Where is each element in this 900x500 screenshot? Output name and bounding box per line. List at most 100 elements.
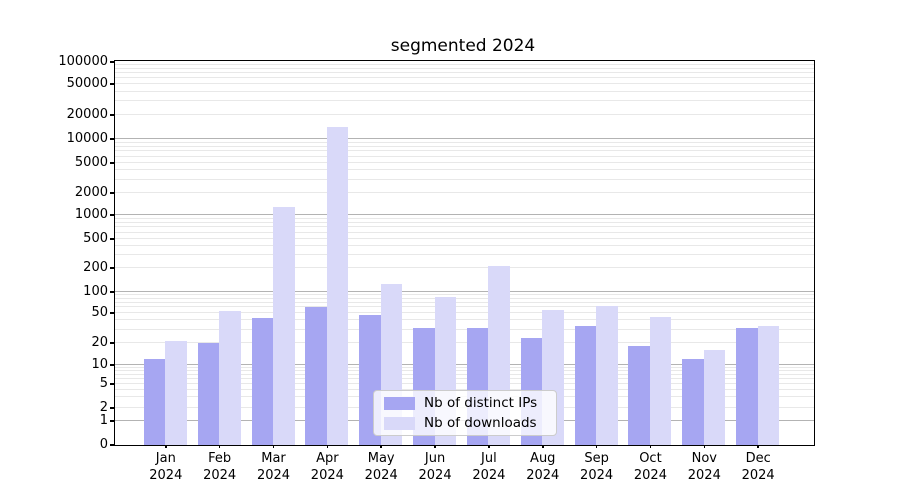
bar-distinct-ips (305, 307, 327, 445)
legend-item-distinct-ips: Nb of distinct IPs (384, 395, 556, 411)
y-tick-mark (110, 238, 114, 240)
y-tick-mark (110, 407, 114, 409)
x-tick-mark (488, 444, 490, 448)
x-tick-mark (703, 444, 706, 448)
x-tick-mark (380, 444, 382, 448)
y-tick-label: 100000 (58, 53, 108, 69)
y-tick-mark (110, 342, 114, 344)
legend-item-downloads: Nb of downloads (384, 415, 556, 431)
bar-downloads (703, 350, 726, 445)
x-tick-label: Oct 2024 (633, 451, 667, 483)
y-tick-label: 5 (99, 375, 108, 391)
x-tick-label: Jul 2024 (472, 451, 506, 483)
legend-label-downloads: Nb of downloads (424, 415, 537, 431)
gridline-minor (115, 145, 814, 147)
gridline-minor (115, 221, 814, 223)
legend: Nb of distinct IPs Nb of downloads (373, 390, 557, 436)
x-tick-mark (165, 444, 167, 448)
y-tick-label: 50 (91, 304, 108, 320)
x-tick-label: Aug 2024 (526, 451, 560, 483)
gridline-minor (115, 162, 814, 163)
gridline-major (115, 214, 814, 215)
y-tick-mark (110, 312, 114, 314)
y-tick-label: 1 (99, 412, 108, 428)
gridline-minor (115, 342, 814, 343)
gridline-minor (115, 141, 814, 143)
gridline-minor (115, 328, 814, 330)
bar-downloads (326, 127, 349, 445)
legend-swatch-downloads (384, 416, 415, 430)
legend-swatch-distinct-ips (384, 396, 415, 410)
x-tick-label: May 2024 (364, 451, 398, 483)
gridline-minor (115, 178, 814, 180)
y-tick-label: 2 (99, 399, 108, 415)
chart-title: segmented 2024 (390, 36, 536, 56)
y-tick-mark (110, 267, 114, 269)
x-tick-mark (757, 444, 759, 448)
gridline-minor (115, 383, 814, 384)
x-tick-label: Sep 2024 (580, 451, 614, 483)
bar-distinct-ips (736, 327, 758, 445)
gridline-minor (115, 388, 814, 390)
y-tick-label: 1000 (74, 206, 108, 222)
y-tick-label: 200 (83, 259, 108, 275)
gridline-minor (115, 297, 814, 299)
x-tick-label: Dec 2024 (741, 451, 775, 483)
x-tick-mark (542, 444, 544, 448)
gridline-minor (115, 217, 814, 219)
bar-distinct-ips (197, 343, 220, 445)
gridline-minor (115, 114, 814, 115)
y-tick-mark (110, 214, 114, 216)
y-tick-mark (110, 383, 114, 385)
y-tick-mark (110, 192, 114, 194)
gridline-minor (115, 373, 814, 375)
gridline-minor (115, 306, 814, 308)
gridline-minor (115, 245, 814, 247)
gridline-minor (115, 378, 814, 379)
x-tick-mark (649, 444, 652, 448)
legend-label-distinct-ips: Nb of distinct IPs (424, 395, 538, 411)
x-tick-mark (326, 444, 329, 448)
bar-downloads (219, 311, 241, 445)
bar-downloads (649, 317, 672, 445)
gridline-major (115, 364, 814, 365)
gridline-major (115, 291, 814, 292)
gridline-minor (115, 366, 814, 368)
x-tick-label: Feb 2024 (203, 451, 237, 483)
bar-distinct-ips (251, 317, 273, 445)
bar-downloads (165, 341, 187, 445)
gridline-minor (115, 77, 814, 79)
y-tick-mark (110, 444, 114, 446)
gridline-minor (115, 231, 814, 233)
y-tick-mark (110, 138, 114, 140)
y-tick-label: 20000 (66, 106, 108, 122)
gridline-minor (115, 238, 814, 239)
x-tick-label: Jan 2024 (149, 451, 183, 483)
plot-area: Nb of distinct IPs Nb of downloads (114, 60, 815, 446)
y-tick-mark (110, 364, 114, 366)
bar-distinct-ips (682, 359, 704, 445)
y-tick-label: 10000 (66, 130, 108, 146)
bar-distinct-ips (628, 346, 650, 445)
y-tick-label: 50000 (66, 75, 108, 91)
y-tick-label: 0 (99, 436, 108, 452)
x-tick-label: Mar 2024 (256, 451, 291, 483)
y-tick-mark (110, 420, 114, 422)
gridline-minor (115, 90, 814, 92)
gridline-minor (115, 312, 814, 313)
x-tick-mark (218, 444, 221, 448)
gridline-minor (115, 254, 814, 256)
x-tick-label: Jun 2024 (418, 451, 452, 483)
gridline-minor (115, 169, 814, 171)
y-tick-mark (110, 114, 114, 116)
x-tick-label: Nov 2024 (687, 451, 721, 483)
gridline-minor (115, 226, 814, 228)
gridline-minor (115, 83, 814, 84)
y-tick-mark (110, 162, 114, 164)
gridline-minor (115, 192, 814, 193)
bar-distinct-ips (143, 359, 166, 445)
gridline-minor (115, 100, 814, 102)
gridline-minor (115, 370, 814, 372)
y-tick-mark (110, 291, 114, 293)
bar-downloads (273, 206, 295, 445)
